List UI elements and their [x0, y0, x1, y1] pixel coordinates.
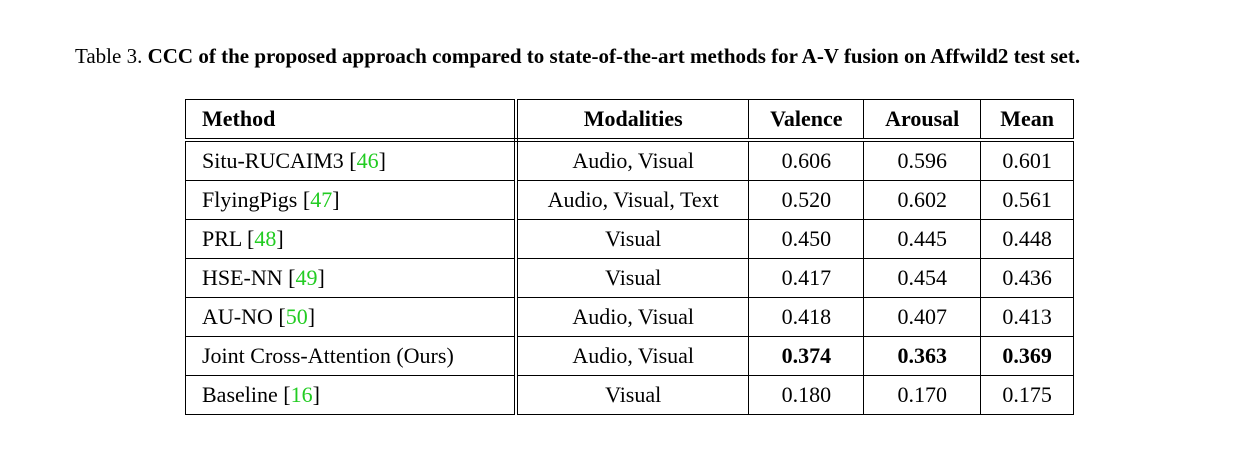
table-row: FlyingPigs [47] Audio, Visual, Text 0.520 0… [185, 180, 1074, 220]
method-name: FlyingPigs [202, 187, 298, 212]
column-header: Modalities [515, 99, 750, 142]
arousal-cell: 0.602 [863, 180, 982, 220]
citation: [50] [278, 304, 316, 329]
citation: [46] [349, 148, 386, 173]
table-row: AU-NO [50] Audio, Visual 0.418 0.407 0.413 [185, 297, 1074, 337]
arousal-cell: 0.170 [863, 375, 982, 415]
valence-cell: 0.606 [748, 139, 865, 181]
caption-text: CCC of the proposed approach compared to… [147, 44, 1081, 68]
method-name: HSE-NN [202, 265, 283, 290]
mean-cell: 0.175 [980, 375, 1074, 415]
arousal-cell: 0.363 [863, 336, 982, 376]
modalities-cell: Visual [515, 219, 750, 259]
modalities-cell: Visual [515, 258, 750, 298]
modalities-cell: Audio, Visual, Text [515, 180, 750, 220]
valence-cell: 0.180 [748, 375, 865, 415]
method-cell: Joint Cross-Attention (Ours) [185, 336, 518, 376]
table-row: Joint Cross-Attention (Ours) Audio, Visua… [185, 336, 1074, 376]
citation: [16] [283, 382, 320, 407]
mean-cell: 0.436 [980, 258, 1074, 298]
method-cell: Baseline [16] [185, 375, 518, 415]
citation: [48] [247, 226, 284, 251]
method-name: Situ-RUCAIM3 [202, 148, 344, 173]
mean-cell: 0.413 [980, 297, 1074, 337]
method-name: Baseline [202, 382, 278, 407]
modalities-cell: Visual [515, 375, 750, 415]
method-cell: HSE-NN [49] [185, 258, 518, 298]
valence-cell: 0.450 [748, 219, 865, 259]
method-cell: Situ-RUCAIM3 [46] [185, 139, 518, 181]
table-row: Situ-RUCAIM3 [46] Audio, Visual 0.606 0.596… [185, 139, 1074, 181]
mean-cell: 0.601 [980, 139, 1074, 181]
valence-cell: 0.520 [748, 180, 865, 220]
method-name: Joint Cross-Attention (Ours) [202, 343, 454, 368]
citation: [49] [288, 265, 325, 290]
mean-cell: 0.448 [980, 219, 1074, 259]
method-name: AU-NO [202, 304, 273, 329]
table-row: PRL [48] Visual 0.450 0.445 0.448 [185, 219, 1074, 259]
valence-cell: 0.418 [748, 297, 865, 337]
mean-cell: 0.561 [980, 180, 1074, 220]
arousal-cell: 0.407 [863, 297, 982, 337]
table-caption: Table 3. CCC of the proposed approach co… [75, 44, 1080, 69]
arousal-cell: 0.596 [863, 139, 982, 181]
modalities-cell: Audio, Visual [515, 297, 750, 337]
table-body: Situ-RUCAIM3 [46] Audio, Visual 0.606 0.596… [185, 139, 1074, 415]
column-header: Arousal [863, 99, 982, 142]
arousal-cell: 0.445 [863, 219, 982, 259]
method-cell: AU-NO [50] [185, 297, 518, 337]
citation: [47] [302, 187, 340, 212]
valence-cell: 0.374 [748, 336, 865, 376]
results-table: Method Modalities Valence Arousal Mean Situ-… [185, 99, 1074, 415]
header-row: Method Modalities Valence Arousal Mean [185, 99, 1074, 142]
method-cell: PRL [48] [185, 219, 518, 259]
column-header: Valence [748, 99, 865, 142]
column-header: Mean [980, 99, 1074, 142]
modalities-cell: Audio, Visual [515, 139, 750, 181]
caption-label: Table 3. [75, 44, 143, 68]
table-row: HSE-NN [49] Visual 0.417 0.454 0.436 [185, 258, 1074, 298]
valence-cell: 0.417 [748, 258, 865, 298]
column-header: Method [185, 99, 518, 142]
table-row: Baseline [16] Visual 0.180 0.170 0.175 [185, 375, 1074, 415]
method-name: PRL [202, 226, 242, 251]
method-cell: FlyingPigs [47] [185, 180, 518, 220]
mean-cell: 0.369 [980, 336, 1074, 376]
arousal-cell: 0.454 [863, 258, 982, 298]
modalities-cell: Audio, Visual [515, 336, 750, 376]
